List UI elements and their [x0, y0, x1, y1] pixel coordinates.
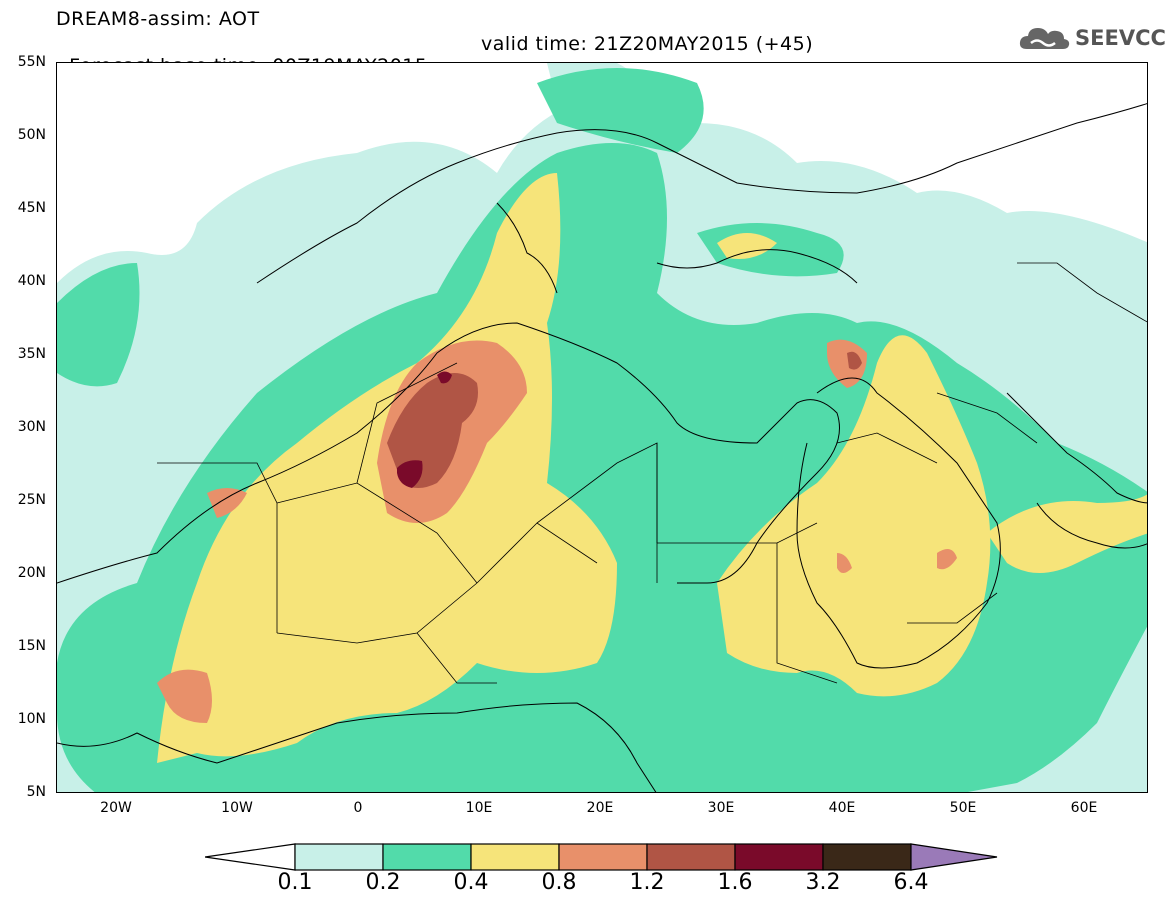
lon-label-20w: 20W — [100, 800, 132, 816]
map-frame — [56, 62, 1148, 793]
colorbar-label-1.6: 1.6 — [717, 870, 753, 895]
lon-label-20e: 20E — [586, 800, 614, 816]
lat-label-50n: 50N — [17, 127, 46, 143]
lon-label-30e: 30E — [707, 800, 735, 816]
aot-level-1.6 — [397, 371, 452, 488]
colorbar-box-0.2 — [382, 843, 472, 871]
lon-label-10e: 10E — [465, 800, 493, 816]
lat-label-10n: 10N — [17, 711, 46, 727]
colorbar — [205, 843, 998, 871]
colorbar-box-0.4 — [470, 843, 560, 871]
lon-label-40e: 40E — [828, 800, 856, 816]
aot-level-1.2 — [387, 351, 862, 488]
colorbar-label-0.8: 0.8 — [541, 870, 577, 895]
lat-label-30n: 30N — [17, 419, 46, 435]
aot-map — [57, 63, 1147, 792]
coastlines — [57, 103, 1147, 792]
lat-label-55n: 55N — [17, 54, 46, 70]
colorbar-box-0.8 — [558, 843, 648, 871]
country-borders — [157, 262, 1147, 684]
lat-label-45n: 45N — [17, 200, 46, 216]
lat-label-35n: 35N — [17, 346, 46, 362]
colorbar-arrow-high — [910, 843, 998, 871]
lon-label-50e: 50E — [949, 800, 977, 816]
colorbar-box-3.2 — [822, 843, 912, 871]
lat-label-15n: 15N — [17, 638, 46, 654]
lon-label-10w: 10W — [221, 800, 253, 816]
lat-label-40n: 40N — [17, 273, 46, 289]
seevccc-logo: SEEVCCC — [1017, 22, 1165, 56]
colorbar-box-1.2 — [646, 843, 736, 871]
lat-label-20n: 20N — [17, 565, 46, 581]
colorbar-box-0.1 — [294, 843, 384, 871]
colorbar-box-1.6 — [734, 843, 824, 871]
lon-label-0: 0 — [353, 800, 363, 816]
colorbar-label-6.4: 6.4 — [893, 870, 929, 895]
colorbar-label-0.1: 0.1 — [277, 870, 313, 895]
colorbar-label-0.2: 0.2 — [365, 870, 401, 895]
lat-label-25n: 25N — [17, 492, 46, 508]
valid-time-label: valid time: 21Z20MAY2015 (+45) — [481, 33, 814, 55]
colorbar-label-0.4: 0.4 — [453, 870, 489, 895]
chart-title: DREAM8-assim: AOT — [56, 8, 260, 30]
lon-label-60e: 60E — [1070, 800, 1098, 816]
colorbar-arrow-low — [205, 843, 296, 871]
colorbar-label-1.2: 1.2 — [629, 870, 665, 895]
logo-text: SEEVCCC — [1075, 26, 1165, 50]
cloud-icon — [1019, 28, 1070, 49]
colorbar-label-3.2: 3.2 — [805, 870, 841, 895]
lat-label-5n: 5N — [26, 784, 46, 800]
